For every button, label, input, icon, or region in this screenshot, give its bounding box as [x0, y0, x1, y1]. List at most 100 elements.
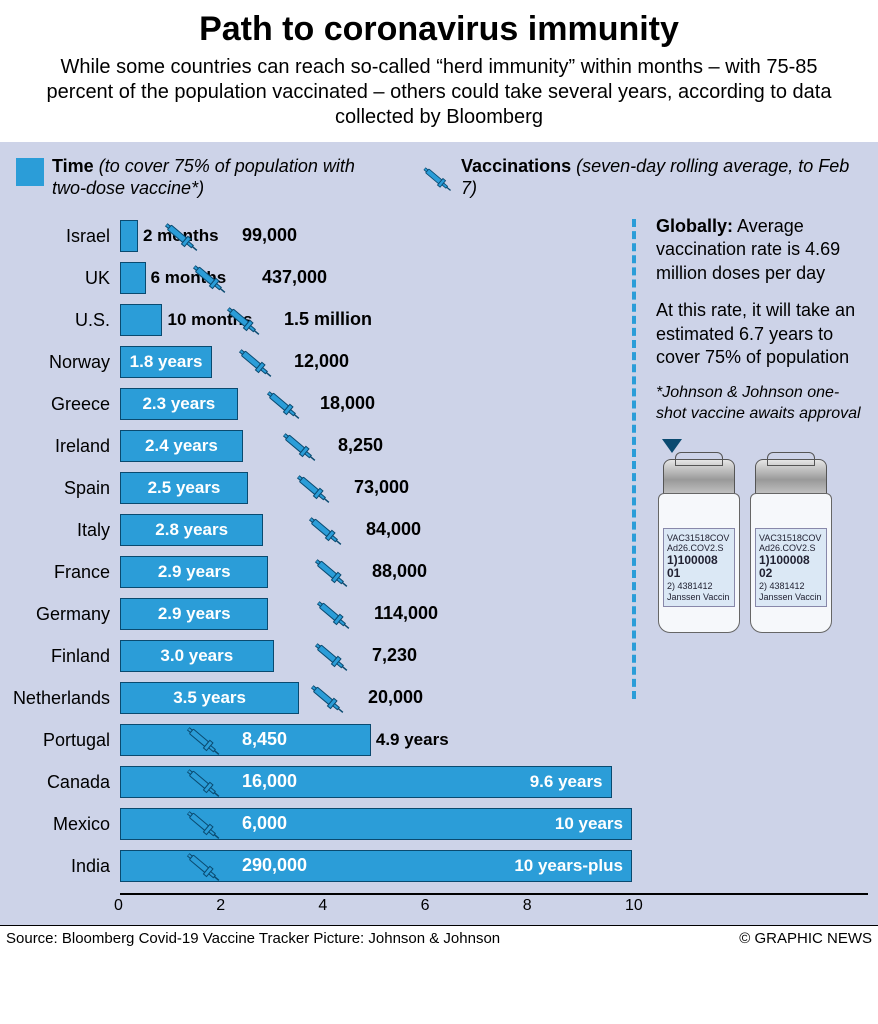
bar-area: 9.6 years	[120, 761, 632, 803]
chart-row: Germany2.9 years	[10, 593, 632, 635]
chart-row: Norway1.8 years	[10, 341, 632, 383]
time-bar: 10 years	[120, 808, 632, 840]
infographic-root: Path to coronavirus immunity While some …	[0, 0, 878, 951]
time-bar: 2.9 years	[120, 598, 268, 630]
country-label: Mexico	[10, 814, 120, 835]
vial-label: VAC31518COVAd26.COV2.S1)100008022) 43814…	[755, 528, 827, 607]
bar-area: 2 months	[120, 215, 632, 257]
time-label: 6 months	[151, 268, 227, 288]
triangle-down-icon	[662, 439, 682, 453]
vial-cap	[755, 459, 827, 497]
chart-row: India10 years-plus	[10, 845, 632, 887]
time-bar: 3.5 years	[120, 682, 299, 714]
chart-row: Ireland2.4 years	[10, 425, 632, 467]
country-label: U.S.	[10, 310, 120, 331]
legend: Time (to cover 75% of population with tw…	[10, 152, 868, 215]
time-bar: 10 months	[120, 304, 162, 336]
dashed-divider	[632, 219, 636, 699]
time-label: 2 months	[143, 226, 219, 246]
legend-time: Time (to cover 75% of population with tw…	[16, 156, 389, 201]
legend-vacc: Vaccinations (seven-day rolling average,…	[419, 156, 862, 201]
time-bar: 2 months	[120, 220, 138, 252]
chart-row: U.S.10 months	[10, 299, 632, 341]
time-bar: 2.8 years	[120, 514, 263, 546]
country-label: Greece	[10, 394, 120, 415]
main-panel: Time (to cover 75% of population with tw…	[0, 142, 878, 925]
page-title: Path to coronavirus immunity	[0, 0, 878, 55]
bar-area: 2.9 years	[120, 551, 632, 593]
country-label: Spain	[10, 478, 120, 499]
chart-row: Spain2.5 years	[10, 467, 632, 509]
x-axis: 0246810	[120, 893, 868, 897]
chart-row: Italy2.8 years	[10, 509, 632, 551]
side-footnote: *Johnson & Johnson one-shot vaccine awai…	[644, 383, 868, 425]
country-label: Netherlands	[10, 688, 120, 709]
time-bar: 2.3 years	[120, 388, 238, 420]
country-label: Israel	[10, 226, 120, 247]
bar-area: 10 months	[120, 299, 632, 341]
country-label: Canada	[10, 772, 120, 793]
side-global-heading: Globally:	[656, 216, 733, 236]
bar-area: 2.5 years	[120, 467, 632, 509]
side-panel: Globally: Average vaccination rate is 4.…	[632, 215, 868, 887]
chart-wrap: Israel2 monthsUK6 monthsU.S.10 monthsNor…	[10, 215, 868, 887]
legend-time-label: Time	[52, 156, 94, 176]
side-rate: At this rate, it will take an estimated …	[644, 299, 868, 369]
bar-area: 10 years-plus	[120, 845, 632, 887]
country-label: India	[10, 856, 120, 877]
time-bar: 6 months	[120, 262, 146, 294]
country-label: Ireland	[10, 436, 120, 457]
bar-area: 1.8 years	[120, 341, 632, 383]
country-label: UK	[10, 268, 120, 289]
legend-time-swatch	[16, 158, 44, 186]
bar-area: 4.9 years	[120, 719, 632, 761]
bar-area: 2.3 years	[120, 383, 632, 425]
time-bar: 2.9 years	[120, 556, 268, 588]
footer: Source: Bloomberg Covid-19 Vaccine Track…	[0, 925, 878, 951]
country-label: Norway	[10, 352, 120, 373]
chart-row: Canada9.6 years	[10, 761, 632, 803]
vials: VAC31518COVAd26.COV2.S1)100008012) 43814…	[644, 459, 868, 633]
time-bar: 1.8 years	[120, 346, 212, 378]
bar-area: 2.4 years	[120, 425, 632, 467]
country-label: Italy	[10, 520, 120, 541]
legend-time-note: (to cover 75% of population with two-dos…	[52, 156, 355, 198]
time-bar: 3.0 years	[120, 640, 274, 672]
chart-row: Portugal4.9 years	[10, 719, 632, 761]
vaccine-vial: VAC31518COVAd26.COV2.S1)100008012) 43814…	[656, 459, 742, 633]
side-global: Globally: Average vaccination rate is 4.…	[644, 215, 868, 285]
chart-row: UK6 months	[10, 257, 632, 299]
bar-area: 6 months	[120, 257, 632, 299]
vaccine-vial: VAC31518COVAd26.COV2.S1)100008022) 43814…	[748, 459, 834, 633]
time-label: 4.9 years	[376, 730, 449, 750]
chart-row: Israel2 months	[10, 215, 632, 257]
syringe-icon	[410, 156, 461, 208]
time-bar: 9.6 years	[120, 766, 612, 798]
time-bar: 10 years-plus	[120, 850, 632, 882]
legend-vacc-label: Vaccinations	[461, 156, 571, 176]
vial-cap	[663, 459, 735, 497]
vial-body: VAC31518COVAd26.COV2.S1)100008012) 43814…	[658, 493, 740, 633]
time-bar: 2.4 years	[120, 430, 243, 462]
page-subtitle: While some countries can reach so-called…	[0, 55, 878, 142]
vial-body: VAC31518COVAd26.COV2.S1)100008022) 43814…	[750, 493, 832, 633]
bar-area: 3.0 years	[120, 635, 632, 677]
country-label: Germany	[10, 604, 120, 625]
country-label: Finland	[10, 646, 120, 667]
time-bar: 4.9 years	[120, 724, 371, 756]
bar-area: 10 years	[120, 803, 632, 845]
footer-copyright: © GRAPHIC NEWS	[739, 930, 872, 947]
chart-row: Greece2.3 years	[10, 383, 632, 425]
footer-source: Source: Bloomberg Covid-19 Vaccine Track…	[6, 930, 500, 947]
chart-row: Finland3.0 years	[10, 635, 632, 677]
time-label: 10 months	[167, 310, 252, 330]
bar-area: 3.5 years	[120, 677, 632, 719]
time-bar: 2.5 years	[120, 472, 248, 504]
country-label: France	[10, 562, 120, 583]
country-label: Portugal	[10, 730, 120, 751]
bar-area: 2.9 years	[120, 593, 632, 635]
chart-row: Mexico10 years	[10, 803, 632, 845]
vial-label: VAC31518COVAd26.COV2.S1)100008012) 43814…	[663, 528, 735, 607]
bar-area: 2.8 years	[120, 509, 632, 551]
chart-row: Netherlands3.5 years	[10, 677, 632, 719]
